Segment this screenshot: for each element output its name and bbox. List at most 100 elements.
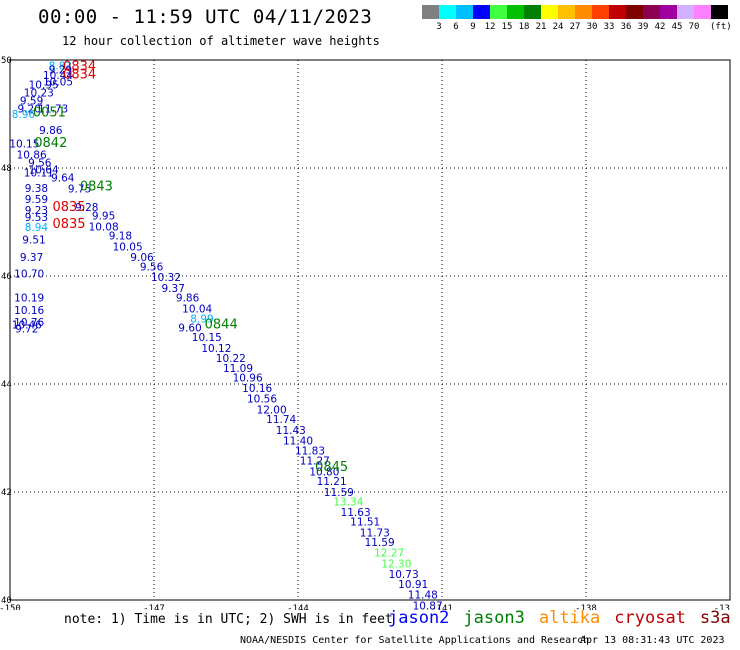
wave-height-label: 9.60 <box>178 322 201 334</box>
wave-height-label: 9.53 <box>25 212 48 224</box>
chart-subtitle: 12 hour collection of altimeter wave hei… <box>62 34 380 48</box>
wave-height-label: 10.87 <box>413 600 443 610</box>
y-tick-label: 44 <box>1 380 12 390</box>
wave-height-label: 10.76 <box>14 317 44 329</box>
wave-height-label: 11.59 <box>365 537 395 549</box>
wave-height-label: 9.51 <box>22 234 45 246</box>
wave-height-label: 10.05 <box>113 241 143 253</box>
color-scale-label: 70 <box>688 22 700 32</box>
color-swatch <box>711 5 728 19</box>
color-scale-label: 45 <box>671 22 683 32</box>
pass-time-label: 0835 <box>52 200 85 215</box>
color-swatch <box>541 5 558 19</box>
color-scale-label: 18 <box>518 22 530 32</box>
wave-height-label: 10.05 <box>43 77 73 89</box>
color-swatch <box>643 5 660 19</box>
wave-height-label: 10.19 <box>14 293 44 305</box>
wave-height-label: 10.22 <box>216 353 246 365</box>
wave-height-label: 10.04 <box>182 303 212 315</box>
wave-height-label: 10.44 <box>43 70 73 82</box>
wave-height-label: 11.21 <box>317 476 347 488</box>
wave-height-label: 9.86 <box>176 293 200 305</box>
color-swatch <box>473 5 490 19</box>
wave-height-label: 10.16 <box>14 305 44 317</box>
color-swatch <box>609 5 626 19</box>
color-scale-label: 9 <box>470 22 476 32</box>
x-tick-label: -144 <box>287 604 309 610</box>
wave-height-label: 10.16 <box>242 383 272 395</box>
wave-height-label: 10.46 <box>12 320 42 332</box>
color-swatch <box>439 5 456 19</box>
wave-height-label: 11.40 <box>283 436 313 448</box>
chart-title: 00:00 - 11:59 UTC 04/11/2023 <box>38 6 373 28</box>
wave-height-label: 10.32 <box>151 272 181 284</box>
wave-height-label: 9.37 <box>20 252 43 264</box>
color-swatch <box>422 5 439 19</box>
wave-height-label: 10.73 <box>389 569 419 581</box>
satellite-jason2: jason2 <box>388 608 450 628</box>
grid-lines <box>10 60 730 600</box>
color-swatch <box>677 5 694 19</box>
satellite-legend: jason2 jason3 altika cryosat s3a <box>388 608 740 628</box>
wave-height-label: 9.38 <box>25 183 48 195</box>
color-swatch <box>626 5 643 19</box>
color-swatch <box>575 5 592 19</box>
pass-time-label: 0843 <box>80 179 113 194</box>
wave-height-label: 10.11 <box>24 167 54 179</box>
pass-time-label: 0834 <box>63 68 96 83</box>
color-scale-label: 3 <box>436 22 442 32</box>
satellite-cryosat: cryosat <box>614 608 686 628</box>
wave-height-label: 10.08 <box>89 221 119 233</box>
y-tick-label: 42 <box>1 488 12 498</box>
wave-height-label: 9.56 <box>28 158 52 170</box>
color-scale-label: 12 <box>484 22 496 32</box>
y-tick-label: 46 <box>1 272 12 282</box>
wave-height-label: 12.30 <box>381 558 411 570</box>
color-scale-label: 42 <box>654 22 666 32</box>
footnote: note: 1) Time is in UTC; 2) SWH is in fe… <box>64 612 393 627</box>
wave-height-label: 9.06 <box>130 252 154 264</box>
wave-height-label: 10.86 <box>17 150 47 162</box>
wave-height-label: 10.56 <box>247 394 277 406</box>
wave-height-label: 11.43 <box>276 425 306 437</box>
wave-height-label: 11.27 <box>300 456 330 468</box>
generated-timestamp: Apr 13 08:31:43 UTC 2023 <box>580 635 725 646</box>
satellite-s3a: s3a <box>699 608 731 628</box>
wave-height-label: 11.59 <box>324 487 354 499</box>
wave-height-label: 9.56 <box>140 261 164 273</box>
wave-height-map: -150 -147 -144 -141 -138 -13 40 42 44 46 48 50 8.82… <box>0 56 731 610</box>
wave-height-label: 9.86 <box>39 125 63 137</box>
wave-height-label: 11.83 <box>295 445 325 457</box>
satellite-altika: altika <box>538 608 601 628</box>
color-scale-label: 27 <box>569 22 581 32</box>
wave-height-label: 9.59 <box>20 96 43 108</box>
color-scale-label: 21 <box>535 22 547 32</box>
axes: -150 -147 -144 -141 -138 -13 40 42 44 46 48 50 <box>0 56 731 610</box>
color-swatch <box>558 5 575 19</box>
pass-time-label: 0834 <box>63 59 96 74</box>
x-tick-label: -150 <box>0 604 21 610</box>
y-tick-label: 48 <box>1 164 12 174</box>
wave-height-label: 11.73 <box>38 104 68 116</box>
color-scale-label: 36 <box>620 22 632 32</box>
credit-line: NOAA/NESDIS Center for Satellite Applica… <box>240 635 590 646</box>
wave-height-label: 11.74 <box>266 414 296 426</box>
wave-height-label: 10.23 <box>24 87 54 99</box>
wave-height-label: 8.94 <box>25 222 49 234</box>
wave-height-label: 12.27 <box>374 547 404 559</box>
wave-height-label: 8.99 <box>190 314 213 326</box>
data-marks: 8.829.2910.4410.0510.9510.239.599.2011.7… <box>9 59 443 610</box>
wave-height-label: 10.96 <box>233 373 263 385</box>
x-tick-label: -138 <box>575 604 597 610</box>
wave-height-label: 10.64 <box>29 165 59 177</box>
color-swatch <box>490 5 507 19</box>
wave-height-label: 10.95 <box>29 79 59 91</box>
color-swatch <box>456 5 473 19</box>
wave-height-label: 9.72 <box>15 323 38 335</box>
color-scale-unit: (ft) <box>710 22 732 32</box>
wave-height-label: 9.20 <box>18 104 41 116</box>
pass-time-label: 0844 <box>205 318 238 333</box>
wave-height-label: 10.91 <box>398 579 428 591</box>
wave-height-label: 8.82 <box>49 60 72 72</box>
plot-frame <box>9 59 731 601</box>
